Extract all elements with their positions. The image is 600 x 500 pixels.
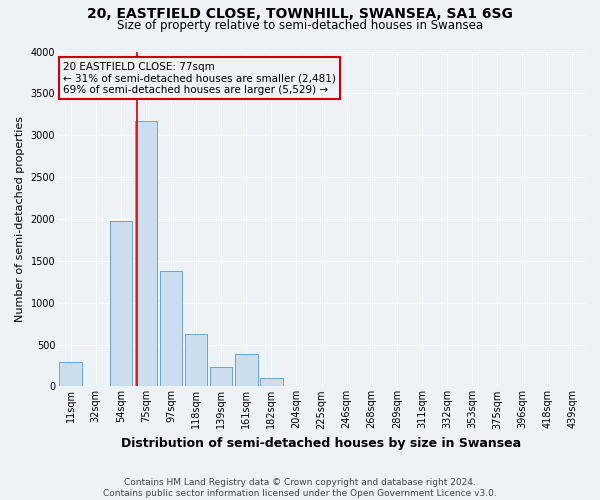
Text: Size of property relative to semi-detached houses in Swansea: Size of property relative to semi-detach… [117, 18, 483, 32]
Bar [59, 362, 82, 386]
Bar [260, 378, 283, 386]
Bar [185, 334, 208, 386]
Bar [210, 367, 232, 386]
Text: Contains HM Land Registry data © Crown copyright and database right 2024.
Contai: Contains HM Land Registry data © Crown c… [103, 478, 497, 498]
Text: 20 EASTFIELD CLOSE: 77sqm
← 31% of semi-detached houses are smaller (2,481)
69% : 20 EASTFIELD CLOSE: 77sqm ← 31% of semi-… [64, 62, 336, 94]
X-axis label: Distribution of semi-detached houses by size in Swansea: Distribution of semi-detached houses by … [121, 437, 521, 450]
Bar [110, 220, 132, 386]
Y-axis label: Number of semi-detached properties: Number of semi-detached properties [15, 116, 25, 322]
Bar [134, 121, 157, 386]
Bar [160, 271, 182, 386]
Text: 20, EASTFIELD CLOSE, TOWNHILL, SWANSEA, SA1 6SG: 20, EASTFIELD CLOSE, TOWNHILL, SWANSEA, … [87, 8, 513, 22]
Bar [235, 354, 257, 386]
